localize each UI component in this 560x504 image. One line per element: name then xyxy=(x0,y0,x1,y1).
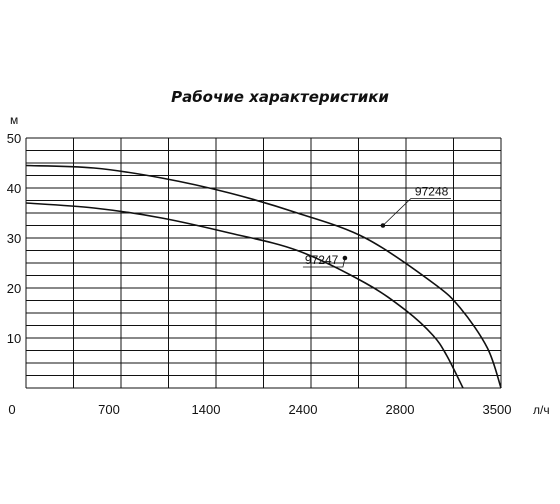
series-curve-97247 xyxy=(25,202,464,389)
grid xyxy=(25,137,502,389)
series-leader-97248 xyxy=(382,198,451,226)
x-tick-label: 0 xyxy=(8,402,15,417)
series-marker-97247 xyxy=(342,255,348,261)
x-axis-unit: л/ч xyxy=(533,403,550,417)
y-axis-unit: м xyxy=(10,113,18,127)
x-tick-label: 1400 xyxy=(192,402,221,417)
series-leader-97247 xyxy=(302,257,346,268)
y-tick-label: 50 xyxy=(7,131,21,146)
x-tick-label: 700 xyxy=(98,402,120,417)
tick-labels: 10 20 30 40 50 0 700 1400 2400 2800 3500 xyxy=(7,131,512,417)
y-tick-label: 20 xyxy=(7,281,21,296)
x-tick-label: 2800 xyxy=(386,402,415,417)
y-tick-label: 10 xyxy=(7,331,21,346)
x-tick-label: 2400 xyxy=(289,402,318,417)
y-tick-label: 30 xyxy=(7,231,21,246)
chart-title: Рабочие характеристики xyxy=(171,88,389,106)
series-curve-97248 xyxy=(25,164,502,389)
series-label-97248: 97248 xyxy=(415,185,449,199)
x-tick-label: 3500 xyxy=(483,402,512,417)
series-label-97247: 97247 xyxy=(305,253,339,267)
y-tick-label: 40 xyxy=(7,181,21,196)
series-curves: 97248 97247 xyxy=(25,164,502,389)
